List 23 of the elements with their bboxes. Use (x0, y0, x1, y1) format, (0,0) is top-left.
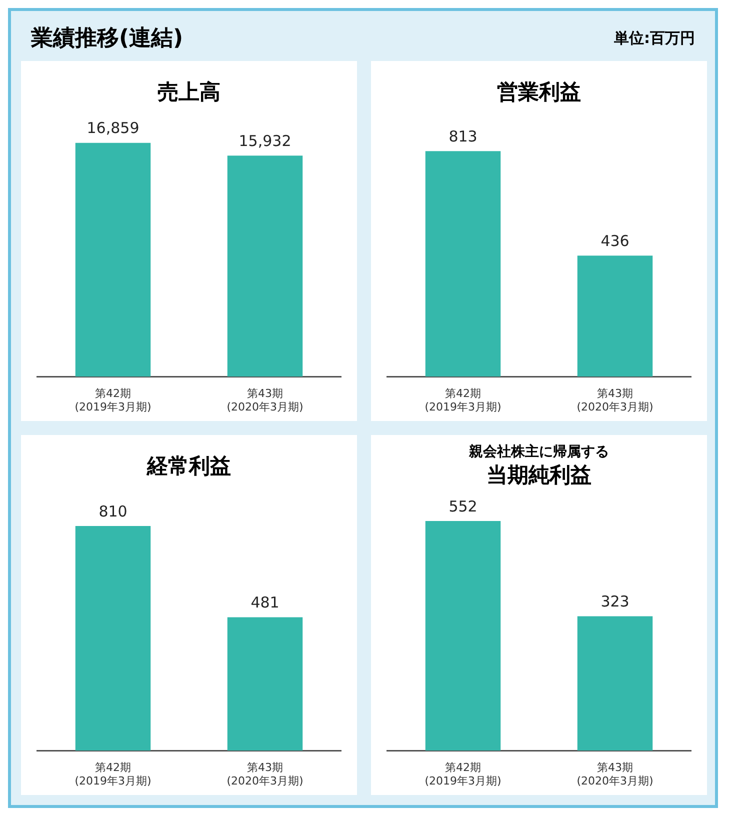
x-tick-label: 第42期 (2019年3月期) (74, 387, 152, 414)
x-tick-label: 第43期 (2020年3月期) (576, 761, 654, 788)
chart-subtitle: 親会社株主に帰属する (468, 443, 610, 461)
x-tick-label: 第43期 (2020年3月期) (226, 387, 304, 414)
x-tick-label: 第42期 (2019年3月期) (424, 387, 502, 414)
data-label: 810 (98, 502, 128, 520)
data-label: 16,859 (86, 119, 140, 138)
chart-title: 売上高 (156, 79, 222, 106)
data-label: 813 (448, 128, 478, 146)
x-tick-label: 第43期 (2020年3月期) (226, 761, 304, 788)
text: 業績推移(連結) (31, 25, 184, 53)
x-tick-label: 第42期 (2019年3月期) (74, 761, 152, 788)
text: 単位:百万円 (614, 29, 695, 47)
x-tick-label: 第42期 (2019年3月期) (424, 761, 502, 788)
data-label: 323 (600, 592, 630, 611)
data-label: 436 (600, 232, 630, 250)
chart-title: 当期純利益 (486, 462, 592, 489)
data-label: 15,932 (238, 132, 292, 150)
data-label: 552 (448, 497, 478, 516)
chart-title: 営業利益 (496, 79, 582, 106)
chart-title: 経常利益 (146, 453, 232, 480)
data-label: 481 (250, 594, 280, 612)
x-tick-label: 第43期 (2020年3月期) (576, 387, 654, 414)
